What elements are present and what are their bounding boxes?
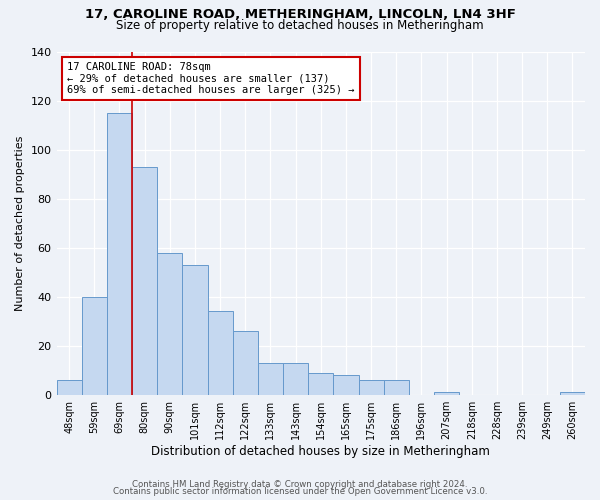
- Bar: [132, 166, 157, 394]
- Bar: [359, 380, 383, 394]
- Bar: [258, 363, 283, 394]
- Y-axis label: Number of detached properties: Number of detached properties: [15, 136, 25, 311]
- Bar: [82, 296, 107, 394]
- Text: 17, CAROLINE ROAD, METHERINGHAM, LINCOLN, LN4 3HF: 17, CAROLINE ROAD, METHERINGHAM, LINCOLN…: [85, 8, 515, 20]
- Text: Contains HM Land Registry data © Crown copyright and database right 2024.: Contains HM Land Registry data © Crown c…: [132, 480, 468, 489]
- Bar: [107, 113, 132, 394]
- Bar: [283, 363, 308, 394]
- Bar: [233, 331, 258, 394]
- Bar: [56, 380, 82, 394]
- Bar: [383, 380, 409, 394]
- Bar: [560, 392, 585, 394]
- Bar: [157, 252, 182, 394]
- Bar: [208, 312, 233, 394]
- X-axis label: Distribution of detached houses by size in Metheringham: Distribution of detached houses by size …: [151, 444, 490, 458]
- Bar: [334, 375, 359, 394]
- Text: Contains public sector information licensed under the Open Government Licence v3: Contains public sector information licen…: [113, 487, 487, 496]
- Text: 17 CAROLINE ROAD: 78sqm
← 29% of detached houses are smaller (137)
69% of semi-d: 17 CAROLINE ROAD: 78sqm ← 29% of detache…: [67, 62, 355, 95]
- Bar: [434, 392, 459, 394]
- Bar: [308, 372, 334, 394]
- Text: Size of property relative to detached houses in Metheringham: Size of property relative to detached ho…: [116, 19, 484, 32]
- Bar: [182, 265, 208, 394]
